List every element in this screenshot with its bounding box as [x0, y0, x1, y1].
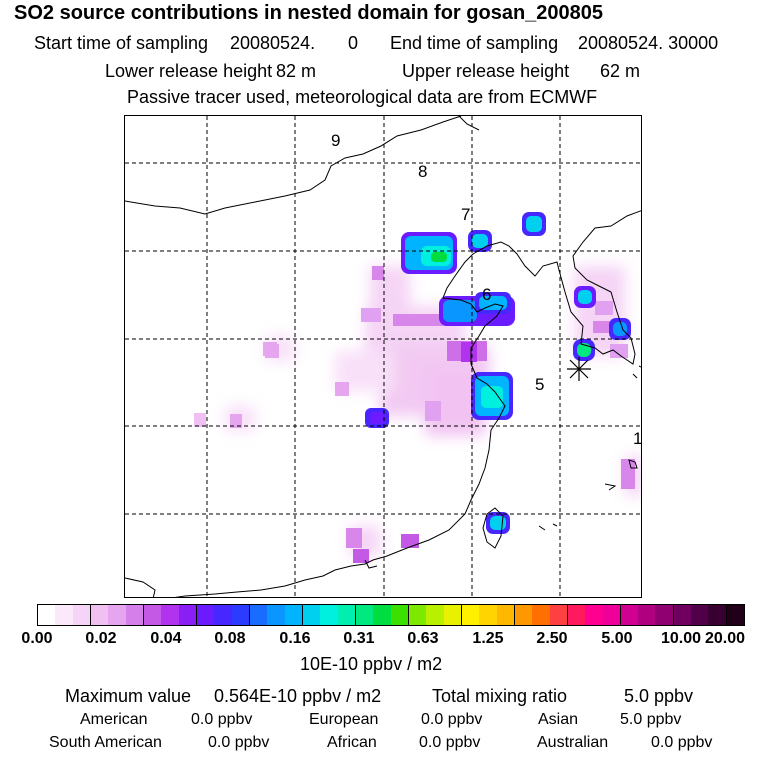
- end-time-value: 20080524. 30000: [578, 33, 719, 53]
- chart-title: SO2 source contributions in nested domai…: [14, 2, 604, 24]
- colorbar-tick-label: 0.00: [21, 630, 53, 647]
- start-time-seconds: 0: [348, 33, 359, 53]
- colorbar-segment: [90, 605, 109, 625]
- region-label-7: 7: [461, 205, 470, 224]
- colorbar-tick-label: 1.25: [472, 630, 504, 647]
- colorbar-segment: [196, 605, 215, 625]
- colorbar-segment: [426, 605, 444, 625]
- coastlines: [125, 116, 641, 597]
- colorbar-segment: [320, 605, 338, 625]
- region-label-6: 6: [482, 285, 491, 304]
- region-name-asian: Asian: [538, 711, 579, 728]
- colorbar-segment: [691, 605, 709, 625]
- colorbar-segment: [673, 605, 692, 625]
- colorbar-segment: [532, 605, 550, 625]
- colorbar-tick-label: 0.04: [150, 630, 182, 647]
- colorbar-tick-label: 0.63: [407, 630, 439, 647]
- colorbar-segment: [55, 605, 73, 625]
- region-value-american: 0.0 ppbv: [191, 711, 253, 728]
- colorbar-segment: [38, 605, 56, 625]
- colorbar-segment: [373, 605, 391, 625]
- colorbar-segment: [549, 605, 568, 625]
- upper-height-label: Upper release height: [402, 61, 570, 81]
- colorbar-segment: [143, 605, 162, 625]
- region-name-american: American: [80, 711, 148, 728]
- colorbar-segment: [72, 605, 91, 625]
- colorbar-segment: [108, 605, 126, 625]
- region-value-south-american: 0.0 ppbv: [208, 734, 270, 751]
- map-canvas: 9 8 7 6 5 1: [125, 116, 642, 597]
- region-value-asian: 5.0 ppbv: [620, 711, 682, 728]
- tracer-note: Passive tracer used, meteorological data…: [127, 87, 598, 107]
- colorbar-segment: [443, 605, 462, 625]
- colorbar-segment: [620, 605, 639, 625]
- start-time-value: 20080524.: [230, 33, 316, 53]
- colorbar-segment: [514, 605, 533, 625]
- region-name-european: European: [309, 711, 379, 728]
- region-label-9: 9: [331, 131, 340, 150]
- colorbar-segment: [161, 605, 179, 625]
- upper-height-value: 62 m: [600, 61, 641, 81]
- region-value-australian: 0.0 ppbv: [651, 734, 713, 751]
- end-time-label: End time of sampling: [390, 33, 559, 53]
- map-panel: 9 8 7 6 5 1: [124, 115, 642, 598]
- colorbar-segment: [249, 605, 268, 625]
- colorbar-unit: 10E-10 ppbv / m2: [300, 654, 443, 674]
- colorbar-tick-label: 0.16: [279, 630, 311, 647]
- region-name-south-american: South American: [49, 734, 162, 751]
- colorbar-segment: [284, 605, 303, 625]
- region-label-8: 8: [418, 162, 427, 181]
- colorbar-segment: [302, 605, 321, 625]
- graticule: [125, 116, 641, 597]
- colorbar-segment: [214, 605, 232, 625]
- colorbar-tick-label: 20.00: [704, 630, 746, 647]
- colorbar-segment: [602, 605, 621, 625]
- plume-medium-concentration: [194, 266, 635, 563]
- colorbar-segment: [726, 605, 745, 625]
- max-value: 0.564E-10 ppbv / m2: [214, 686, 382, 706]
- max-value-label: Maximum value: [65, 686, 192, 706]
- colorbar-segment: [408, 605, 427, 625]
- colorbar-tick-label: 0.02: [85, 630, 117, 647]
- asterisk-icon: [567, 357, 591, 381]
- lower-height-label: Lower release height: [105, 61, 273, 81]
- start-time-label: Start time of sampling: [34, 33, 209, 53]
- region-value-european: 0.0 ppbv: [421, 711, 483, 728]
- colorbar-tick-label: 0.31: [343, 630, 375, 647]
- colorbar-segment: [390, 605, 409, 625]
- colorbar-segment: [585, 605, 603, 625]
- colorbar-tick-label: 5.00: [601, 630, 633, 647]
- colorbar-tick-label: 2.50: [536, 630, 568, 647]
- colorbar-segment: [496, 605, 515, 625]
- region-label-5: 5: [535, 375, 544, 394]
- colorbar-segment: [125, 605, 144, 625]
- colorbar-segment: [708, 605, 727, 625]
- total-mixing-value: 5.0 ppbv: [624, 686, 694, 706]
- colorbar-segment: [638, 605, 656, 625]
- colorbar-segment: [655, 605, 674, 625]
- region-label-1: 1: [633, 429, 642, 448]
- colorbar-segment: [355, 605, 374, 625]
- colorbar-segment: [461, 605, 480, 625]
- colorbar-segment: [337, 605, 356, 625]
- colorbar-segment: [567, 605, 586, 625]
- total-mixing-label: Total mixing ratio: [432, 686, 568, 706]
- colorbar-segment: [267, 605, 285, 625]
- colorbar-tick-label: 0.08: [214, 630, 246, 647]
- region-name-african: African: [327, 734, 377, 751]
- colorbar-segment: [231, 605, 250, 625]
- region-value-african: 0.0 ppbv: [419, 734, 481, 751]
- colorbar: [37, 604, 745, 626]
- region-name-australian: Australian: [537, 734, 609, 751]
- lower-height-value: 82 m: [276, 61, 317, 81]
- colorbar-segment: [178, 605, 197, 625]
- colorbar-segment: [479, 605, 497, 625]
- colorbar-tick-label: 10.00: [660, 630, 702, 647]
